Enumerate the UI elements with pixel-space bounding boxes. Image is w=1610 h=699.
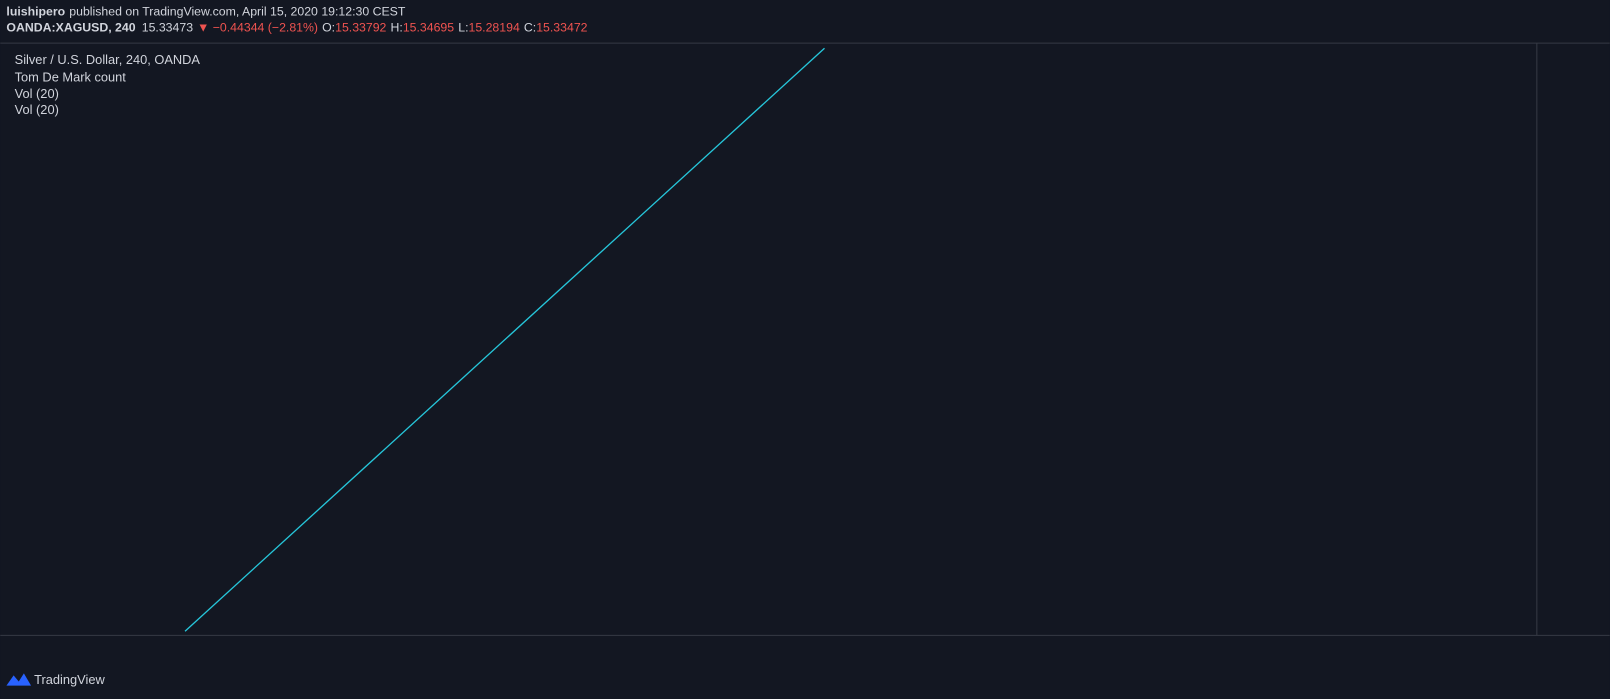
logo [6,673,32,686]
o-label: O: [322,21,335,35]
trend-line [184,47,825,632]
open: 15.33792 [335,21,386,35]
last-price: 15.33473 [142,21,193,35]
h-label: H: [391,21,403,35]
change: ▼ −0.44344 (−2.81%) [197,21,318,35]
logo-mark [6,673,32,686]
symbol: OANDA:XAGUSD, 240 [6,21,135,35]
c-label: C: [524,21,536,35]
brand: TradingView [34,672,105,687]
header-line: luishipero published on TradingView.com, … [6,5,405,19]
legend-indicator: Vol (20) [15,102,59,117]
legend-indicator: Vol (20) [15,86,59,101]
high: 15.34695 [403,21,454,35]
legend-indicator: Tom De Mark count [15,69,127,84]
symbol-line: OANDA:XAGUSD, 240 15.33473 ▼ −0.44344 (−2.… [6,21,587,35]
close: 15.33472 [536,21,587,35]
published: published on TradingView.com, April 15, … [69,5,406,19]
l-label: L: [458,21,468,35]
low: 15.28194 [469,21,520,35]
author: luishipero [6,5,65,19]
legend-symbol: Silver / U.S. Dollar, 240, OANDA [15,52,201,67]
price-axis [1536,43,1610,636]
